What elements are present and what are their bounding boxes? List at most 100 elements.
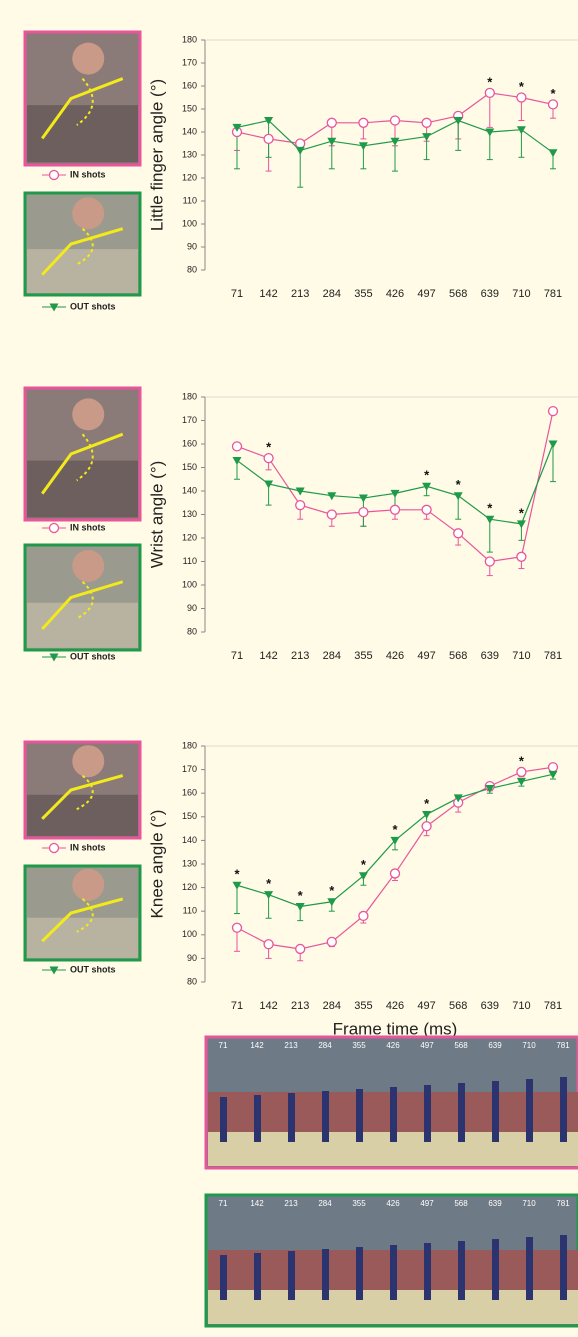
y-tick-label: 90 [187,603,197,613]
significance-mark: * [266,440,272,455]
significance-mark: * [361,857,367,872]
photo-lines [41,774,124,820]
marker [358,872,368,881]
photo-lines [41,432,124,495]
y-tick-label: 90 [187,953,197,963]
marker [327,492,337,501]
legend-label: OUT shots [70,964,116,974]
marker [516,520,526,529]
marker [232,123,242,132]
photo-lines [41,77,124,140]
x-tick-label: 568 [449,1000,467,1012]
player [424,1243,431,1300]
x-tick-label: 355 [354,1000,372,1012]
y-tick-label: 170 [182,415,197,425]
frame-label: 355 [352,1041,366,1050]
x-tick-label: 71 [231,1000,243,1012]
frame-label: 710 [522,1199,536,1208]
y-tick-label: 150 [182,103,197,113]
photo-ball [72,398,105,431]
significance-mark: * [519,753,525,768]
photo-ball [72,745,105,778]
photo-lines [41,897,124,943]
marker [390,137,400,146]
y-tick-label: 170 [182,764,197,774]
y-tick-label: 110 [183,195,197,205]
marker [421,504,432,515]
frame-label: 71 [219,1199,228,1208]
x-tick-label: 71 [231,650,243,662]
marker [358,117,369,128]
y-tick-label: 180 [182,34,197,44]
y-tick-label: 160 [182,80,197,90]
frame-label: 497 [420,1041,434,1050]
series-line [236,766,554,950]
marker [264,480,274,489]
y-tick-label: 170 [182,57,197,67]
marker [516,126,526,135]
player [458,1083,465,1142]
frame-label: 781 [556,1041,570,1050]
series-line [236,410,554,563]
marker [485,515,495,524]
y-tick-label: 180 [182,740,197,750]
significance-mark: * [456,477,462,492]
x-tick-label: 284 [323,1000,341,1012]
photo-ball [72,868,105,901]
player [492,1081,499,1142]
legend-marker [49,303,59,312]
legend-label: OUT shots [70,651,116,661]
frame-label: 639 [488,1041,502,1050]
significance-mark: * [519,79,525,94]
marker [295,499,306,511]
frame-label: 568 [454,1199,468,1208]
y-tick-label: 90 [187,241,197,251]
marker [326,117,337,128]
x-tick-label: 284 [323,288,341,300]
player [356,1089,363,1142]
significance-mark: * [234,867,240,882]
marker [390,836,400,845]
frame-label: 426 [386,1199,400,1208]
frame-label: 142 [250,1199,264,1208]
marker [485,128,495,137]
significance-mark: * [298,888,304,903]
player [254,1253,261,1300]
y-axis-label: Wrist angle (°) [147,461,166,569]
marker [358,142,368,151]
player [560,1077,567,1142]
photo-lines [41,227,124,276]
marker [485,784,495,793]
legend-marker [48,522,60,534]
marker [547,99,559,110]
player [288,1251,295,1300]
x-tick-label: 781 [544,650,562,662]
photo-ball [72,550,105,582]
marker [231,922,243,933]
x-tick-label: 142 [259,1000,277,1012]
x-tick-label: 213 [291,650,309,662]
marker [263,939,274,950]
y-tick-label: 130 [182,509,197,519]
marker [422,482,432,491]
significance-mark: * [487,74,493,89]
marker [295,146,305,155]
legend-label: IN shots [70,842,106,852]
marker [390,489,400,498]
y-tick-label: 80 [187,264,197,274]
y-tick-label: 100 [182,218,197,228]
marker [295,902,305,911]
y-tick-label: 150 [182,811,197,821]
marker [231,441,243,452]
player [526,1237,533,1300]
significance-mark: * [550,86,556,101]
x-tick-label: 639 [481,288,499,300]
marker [421,117,432,128]
y-tick-label: 120 [182,532,197,542]
marker [327,898,337,907]
y-tick-label: 100 [182,579,197,589]
marker [516,766,527,778]
frame-label: 426 [386,1041,400,1050]
y-tick-label: 80 [187,976,197,986]
frame-label: 568 [454,1041,468,1050]
